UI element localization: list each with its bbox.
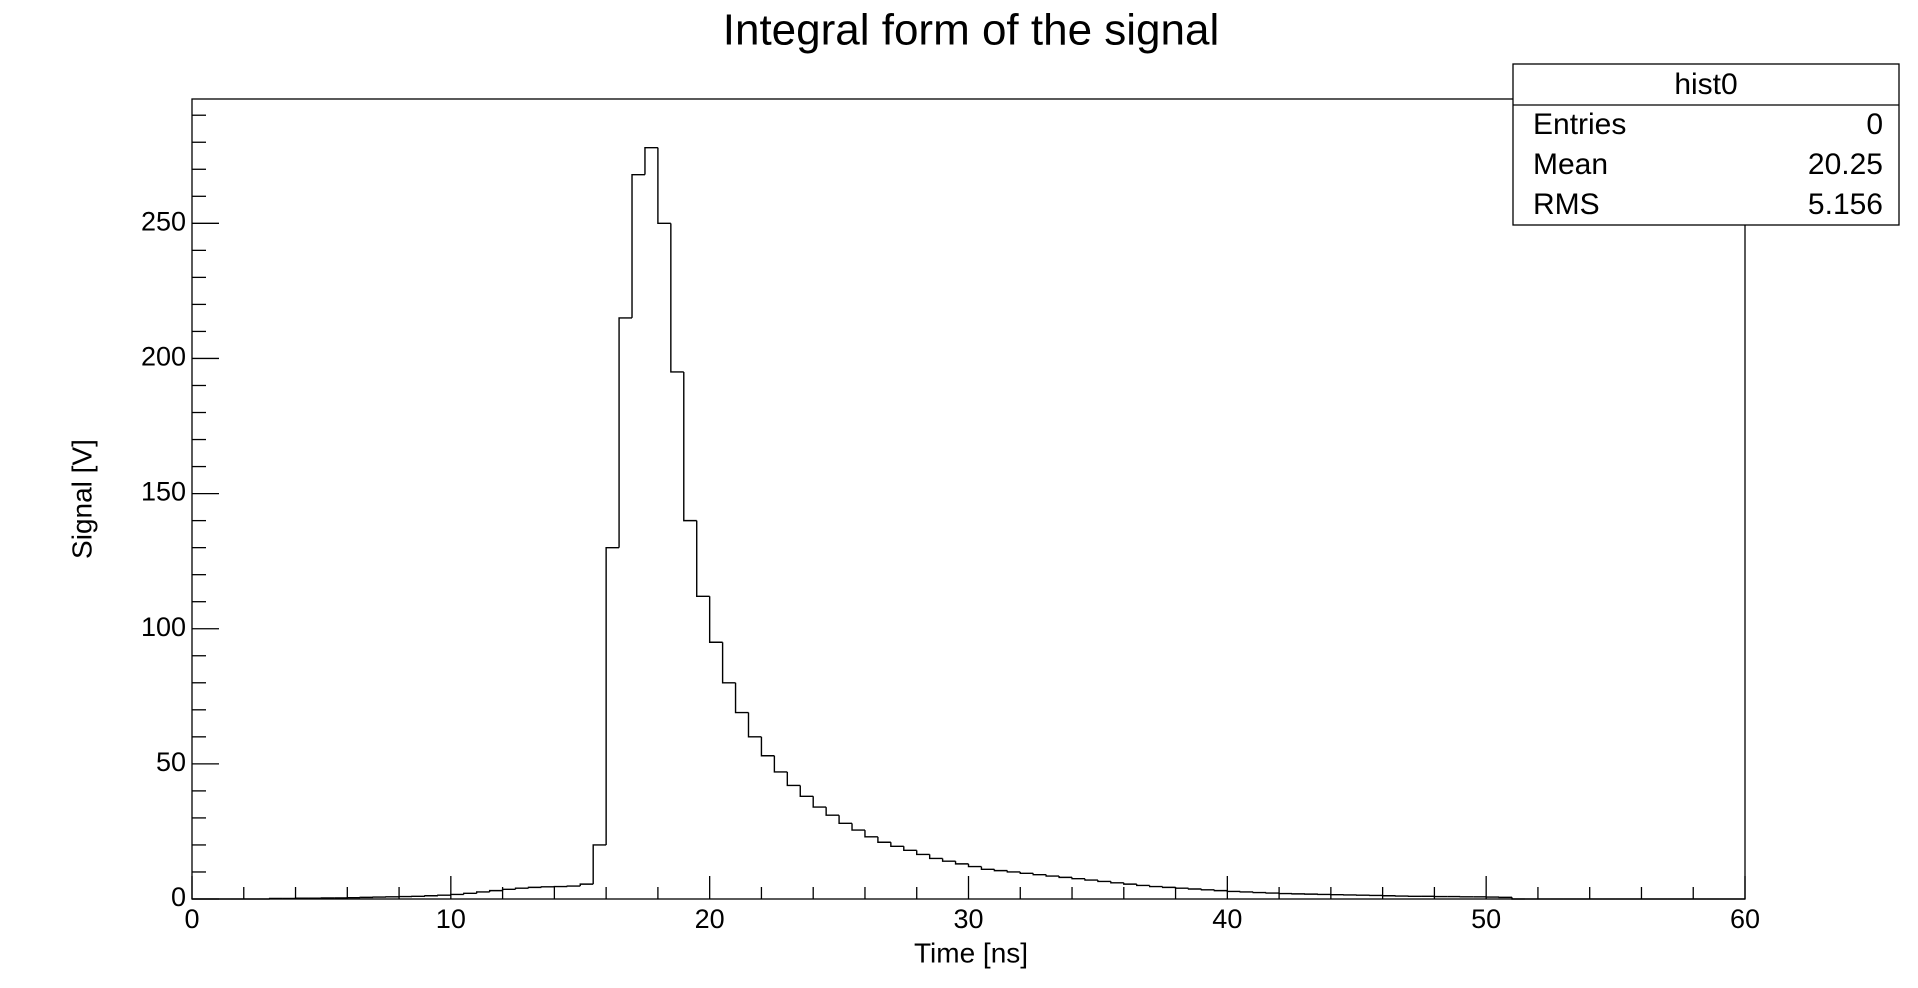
histogram-bin	[268, 897, 283, 900]
stats-value: 20.25	[1808, 148, 1883, 181]
histogram-bin	[1045, 874, 1060, 877]
histogram-bin	[657, 147, 671, 225]
x-tick-label: 40	[1212, 904, 1242, 934]
histogram-bin	[1226, 890, 1241, 893]
histogram-bin	[437, 894, 451, 896]
stats-value: 5.156	[1808, 188, 1883, 221]
histogram-bin	[527, 886, 542, 889]
histogram-bin	[825, 807, 840, 816]
histogram-bin	[605, 546, 620, 845]
histogram-bin	[1278, 892, 1293, 895]
histogram-bin	[786, 771, 801, 787]
histogram-bin	[683, 371, 697, 522]
histogram-bin	[1187, 888, 1202, 890]
x-tick-label: 50	[1471, 904, 1501, 934]
histogram-bin	[799, 785, 814, 797]
x-axis-label: Time [ns]	[914, 937, 1028, 968]
histogram-bin	[618, 317, 633, 548]
histogram-bin	[644, 146, 658, 175]
y-tick-label: 50	[156, 747, 186, 777]
histogram-bin	[1032, 873, 1047, 876]
histogram-bin	[851, 823, 865, 831]
histogram-bin	[1200, 889, 1215, 891]
histogram-bin	[941, 858, 956, 862]
histogram-bin	[1084, 878, 1098, 881]
plot-frame	[191, 98, 1746, 900]
histogram-bin	[1213, 889, 1228, 892]
histogram-bin	[993, 869, 1008, 872]
histogram-bin	[747, 712, 762, 738]
histogram-bin	[1136, 884, 1150, 887]
histogram-bin	[696, 520, 710, 597]
histogram-bin	[760, 736, 775, 757]
histogram-bin	[812, 796, 827, 808]
y-tick-label: 0	[171, 882, 186, 912]
histogram-bin	[463, 892, 477, 895]
histogram-bin	[734, 682, 749, 714]
stats-label: RMS	[1533, 188, 1600, 221]
histogram-bin	[476, 891, 490, 894]
histogram-bin	[928, 854, 943, 860]
y-tick-label: 150	[141, 477, 186, 507]
histogram-bin	[864, 830, 878, 838]
histogram-bin	[838, 815, 853, 825]
histogram-bin	[903, 846, 917, 852]
histogram-bin	[501, 888, 516, 891]
y-tick-label: 250	[141, 206, 186, 236]
histogram-bin	[1058, 876, 1073, 879]
stats-box: hist0 Entries 0 Mean 20.25 RMS 5.156	[1512, 63, 1900, 226]
stats-label: Entries	[1533, 108, 1626, 141]
histogram-bin	[1097, 880, 1111, 883]
histogram-bin	[670, 223, 684, 373]
histogram-bin	[916, 850, 930, 856]
histogram-bin	[424, 895, 438, 897]
x-tick-label: 10	[436, 904, 466, 934]
histogram-bin	[1123, 882, 1137, 885]
stats-label: Mean	[1533, 148, 1608, 181]
histogram-bin	[980, 866, 995, 870]
histogram-bin	[450, 893, 464, 896]
histogram-bin	[967, 863, 982, 868]
histogram-bin	[1148, 885, 1163, 888]
histogram-bin	[877, 836, 891, 843]
histogram-bin	[1161, 886, 1176, 889]
histogram-bin	[773, 755, 788, 773]
histogram-bin	[1019, 871, 1034, 875]
histogram-bin	[708, 596, 723, 643]
y-axis-label: Signal [V]	[66, 439, 97, 559]
histogram-bin	[890, 842, 904, 847]
stats-title: hist0	[1674, 68, 1737, 101]
y-tick-label: 100	[141, 612, 186, 642]
x-tick-label: 30	[953, 904, 983, 934]
chart-title: Integral form of the signal	[723, 6, 1219, 55]
histogram-bin	[514, 887, 529, 890]
histogram-bin	[1265, 892, 1280, 894]
histogram-bin	[1071, 877, 1085, 880]
histogram-bin	[592, 844, 607, 885]
stats-value: 0	[1866, 108, 1883, 141]
stats-frame	[1512, 63, 1900, 226]
histogram-bin	[1239, 891, 1254, 893]
histogram-bin	[579, 883, 594, 887]
histogram-bin	[488, 889, 503, 892]
histogram-bin	[1174, 887, 1189, 889]
histogram-bin	[954, 861, 969, 865]
x-tick-label: 20	[695, 904, 725, 934]
histogram-bin	[1006, 870, 1021, 873]
histogram-bin	[1252, 891, 1267, 894]
histogram-bin	[721, 642, 736, 684]
y-tick-label: 200	[141, 342, 186, 372]
histogram-bin	[631, 173, 645, 318]
histogram-bin	[1110, 881, 1124, 884]
histogram-bin	[540, 886, 555, 888]
histogram-bin	[566, 885, 581, 887]
x-tick-label: 60	[1730, 904, 1760, 934]
histogram-bin	[1511, 897, 1525, 900]
x-tick-label: 0	[184, 904, 199, 934]
